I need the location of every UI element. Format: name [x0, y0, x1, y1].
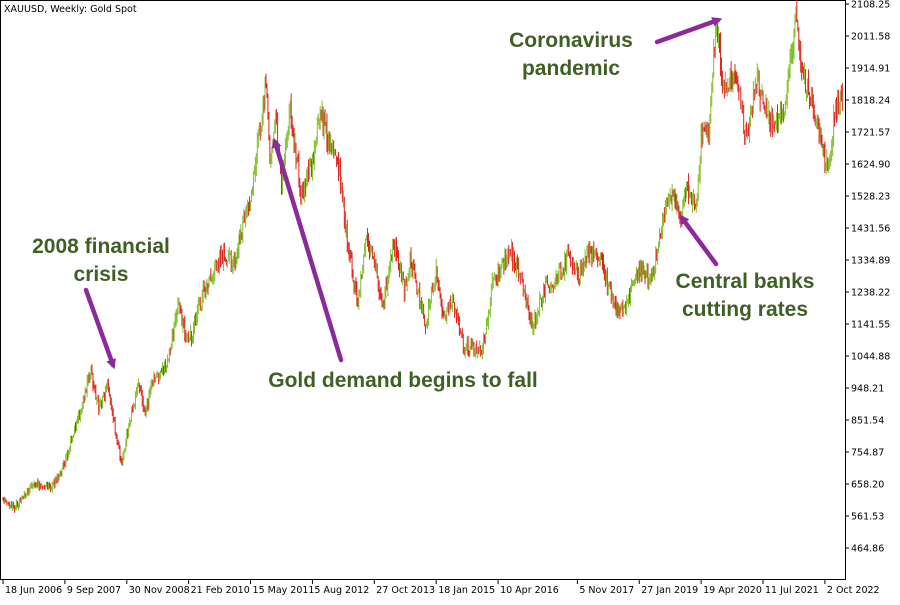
y-tick-label: 1528.23	[851, 192, 890, 203]
price-axis: 2108.25 2011.58 1914.91 1818.24 1721.57 1624.…	[845, 0, 890, 555]
annotation: 2008 financial crisis	[32, 235, 170, 370]
plot-area	[0, 0, 846, 580]
annotation: Coronavirus pandemic	[509, 17, 723, 80]
annotation-text: 2008 financial	[32, 235, 170, 258]
y-tick-label: 1044.88	[851, 352, 890, 363]
x-tick-label: 27 Jan 2019	[641, 585, 698, 596]
x-tick-label: 9 Sep 2007	[67, 585, 121, 596]
symbol-label: XAUUSD, Weekly: Gold Spot	[4, 4, 137, 15]
annotation-arrow	[679, 214, 719, 267]
y-tick-label: 1334.89	[851, 256, 890, 267]
y-tick-label: 1238.22	[851, 288, 890, 299]
y-tick-label: 658.20	[851, 480, 884, 491]
y-tick-label: 1141.55	[851, 320, 890, 331]
x-tick-label: 5 Aug 2012	[314, 585, 369, 596]
annotation-arrow	[83, 287, 116, 370]
annotation: Central banks cutting rates	[676, 214, 815, 321]
y-tick-label: 1818.24	[851, 96, 890, 107]
annotation-text: cutting rates	[682, 298, 808, 321]
annotation-text: Coronavirus	[509, 29, 633, 52]
y-tick-label: 1914.91	[851, 64, 890, 75]
x-tick-label: 2 Oct 2022	[827, 585, 880, 596]
annotations: 2008 financial crisis Gold demand begins t…	[32, 17, 815, 392]
annotation-text: crisis	[74, 263, 129, 286]
x-tick-label: 27 Oct 2013	[376, 585, 435, 596]
y-tick-label: 2108.25	[851, 0, 890, 11]
y-tick-label: 948.21	[851, 384, 884, 395]
annotation: Gold demand begins to fall	[268, 137, 538, 392]
x-tick-label: 5 Nov 2017	[579, 585, 634, 596]
x-tick-label: 18 Jan 2015	[438, 585, 495, 596]
annotation-arrow	[271, 137, 344, 363]
time-axis: 18 Jun 2006 9 Sep 2007 30 Nov 2008 21 Feb 2…	[2, 579, 880, 596]
x-tick-label: 15 May 2011	[253, 585, 315, 596]
x-tick-label: 30 Nov 2008	[129, 585, 190, 596]
x-tick-label: 10 Apr 2016	[500, 585, 559, 596]
x-tick-label: 19 Apr 2020	[703, 585, 762, 596]
y-tick-label: 2011.58	[851, 32, 890, 43]
y-tick-label: 851.54	[851, 416, 884, 427]
y-tick-label: 1431.56	[851, 224, 890, 235]
annotation-text: Central banks	[676, 270, 815, 293]
y-tick-label: 464.86	[851, 544, 884, 555]
y-tick-label: 561.53	[851, 512, 884, 523]
x-tick-label: 18 Jun 2006	[5, 585, 62, 596]
annotation-arrow	[654, 17, 723, 45]
y-tick-label: 754.87	[851, 448, 884, 459]
x-tick-label: 11 Jul 2021	[765, 585, 819, 596]
y-tick-label: 1624.90	[851, 160, 890, 171]
x-tick-label: 21 Feb 2010	[191, 585, 250, 596]
y-tick-label: 1721.57	[851, 128, 890, 139]
annotation-text: Gold demand begins to fall	[268, 369, 538, 392]
candlestick-series	[2, 0, 843, 513]
annotation-text: pandemic	[522, 57, 620, 80]
